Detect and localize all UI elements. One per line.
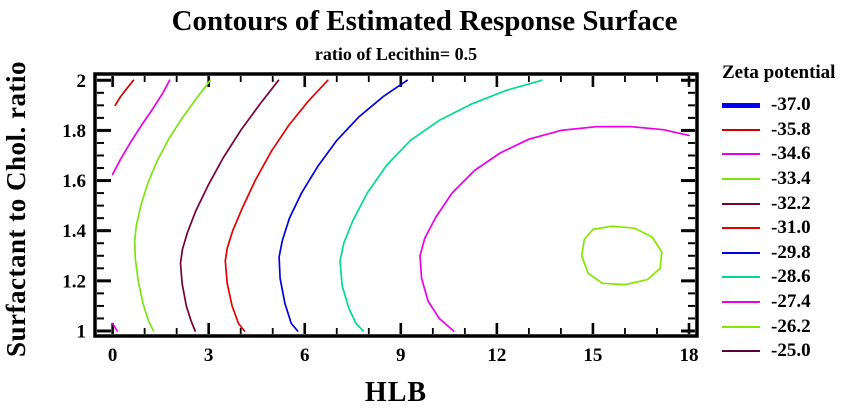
chart-title: Contours of Estimated Response Surface	[171, 5, 678, 37]
legend-entry: -28.6	[722, 265, 835, 290]
legend-entry-label: -37.0	[771, 94, 811, 116]
y-tick-label: 1.8	[62, 121, 86, 142]
legend-line-swatch	[722, 202, 760, 205]
legend-entry-label: -34.6	[771, 143, 811, 165]
legend-entry-label: -26.2	[771, 315, 811, 337]
y-tick-label: 1.6	[62, 171, 86, 192]
legend-entry: -29.8	[722, 241, 835, 266]
legend-entry: -33.4	[722, 167, 835, 192]
plot-frame	[93, 72, 699, 338]
contour-line--32.2	[179, 79, 280, 332]
x-tick-label: 12	[487, 345, 506, 366]
contour-line--26.2	[580, 225, 663, 286]
x-tick-label: 6	[300, 345, 310, 366]
legend-line-swatch	[722, 325, 760, 328]
legend: Zeta potential -37.0 -35.8 -34.6 -33.4 -32.2…	[722, 62, 835, 364]
legend-entry-label: -28.6	[771, 266, 811, 288]
x-tick-label: 18	[679, 345, 698, 366]
contour-line--31.0	[224, 79, 329, 332]
legend-entry-label: -29.8	[771, 241, 811, 263]
legend-line-swatch	[722, 153, 760, 156]
legend-entry-label: -31.0	[771, 217, 811, 239]
legend-line-swatch	[722, 128, 760, 131]
legend-entry: -34.6	[722, 142, 835, 167]
x-tick-label: 3	[204, 345, 214, 366]
legend-entry-label: -25.0	[771, 340, 811, 362]
contour-line--33.4	[133, 79, 212, 332]
legend-line-swatch	[722, 178, 760, 181]
legend-line-swatch	[722, 102, 760, 108]
legend-line-swatch	[722, 301, 760, 304]
contour-line--34.6	[111, 79, 171, 176]
contour-line--27.4	[419, 125, 690, 332]
y-tick-label: 2	[77, 71, 87, 92]
x-tick-label: 0	[108, 345, 118, 366]
legend-line-swatch	[722, 251, 760, 254]
legend-entry: -25.0	[722, 339, 835, 364]
legend-entry: -27.4	[722, 290, 835, 315]
legend-entry: -37.0	[722, 93, 835, 118]
legend-entry: -31.0	[722, 216, 835, 241]
contour-line--34.6	[111, 322, 118, 332]
legend-rows: -37.0 -35.8 -34.6 -33.4 -32.2 -31.0 -29.8 -28.6…	[722, 93, 835, 364]
legend-entry: -26.2	[722, 314, 835, 339]
chart-subtitle: ratio of Lecithin= 0.5	[314, 44, 478, 64]
legend-entry: -35.8	[722, 118, 835, 143]
contour-line--28.6	[339, 79, 543, 332]
legend-entry-label: -33.4	[771, 168, 811, 190]
legend-line-swatch	[722, 227, 760, 230]
y-tick-label: 1	[77, 321, 87, 342]
x-tick-label: 15	[583, 345, 602, 366]
x-tick-label: 9	[396, 345, 406, 366]
x-axis-label: HLB	[364, 377, 428, 408]
legend-entry-label: -35.8	[771, 118, 811, 140]
contour-line--35.8	[114, 79, 135, 107]
legend-title: Zeta potential	[722, 62, 836, 83]
contour-line--29.8	[278, 79, 409, 332]
y-tick-label: 1.2	[62, 271, 86, 292]
legend-line-swatch	[722, 276, 760, 279]
y-tick-label: 1.4	[62, 221, 86, 242]
legend-entry: -32.2	[722, 191, 835, 216]
legend-entry-label: -27.4	[771, 291, 811, 313]
legend-entry-label: -32.2	[771, 192, 811, 214]
legend-line-swatch	[722, 350, 760, 353]
